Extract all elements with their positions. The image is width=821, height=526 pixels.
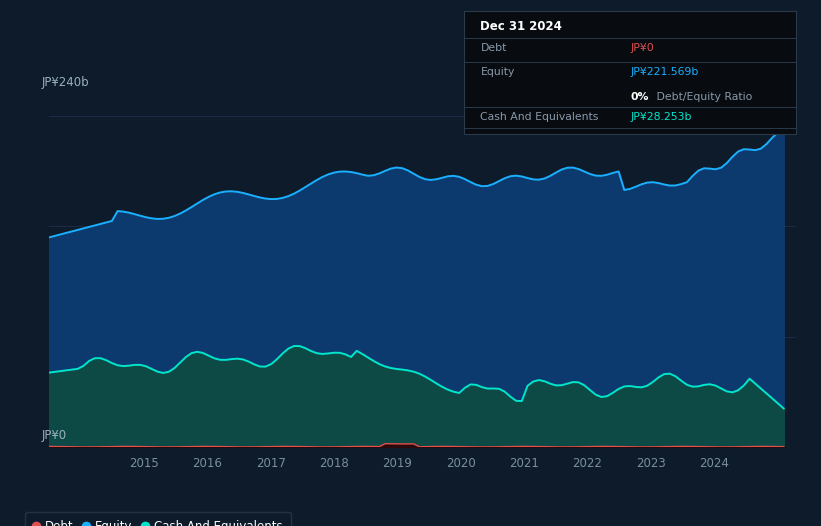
Text: Cash And Equivalents: Cash And Equivalents: [480, 112, 599, 122]
Text: 0%: 0%: [631, 92, 649, 102]
Text: JP¥221.569b: JP¥221.569b: [631, 67, 699, 77]
Text: Equity: Equity: [480, 67, 515, 77]
Text: Debt/Equity Ratio: Debt/Equity Ratio: [654, 92, 753, 102]
Text: Dec 31 2024: Dec 31 2024: [480, 21, 562, 34]
Legend: Debt, Equity, Cash And Equivalents: Debt, Equity, Cash And Equivalents: [25, 512, 291, 526]
Text: JP¥28.253b: JP¥28.253b: [631, 112, 691, 122]
Text: Debt: Debt: [480, 43, 507, 53]
Text: JP¥0: JP¥0: [42, 429, 67, 442]
Text: JP¥0: JP¥0: [631, 43, 654, 53]
Text: JP¥240b: JP¥240b: [42, 76, 89, 89]
